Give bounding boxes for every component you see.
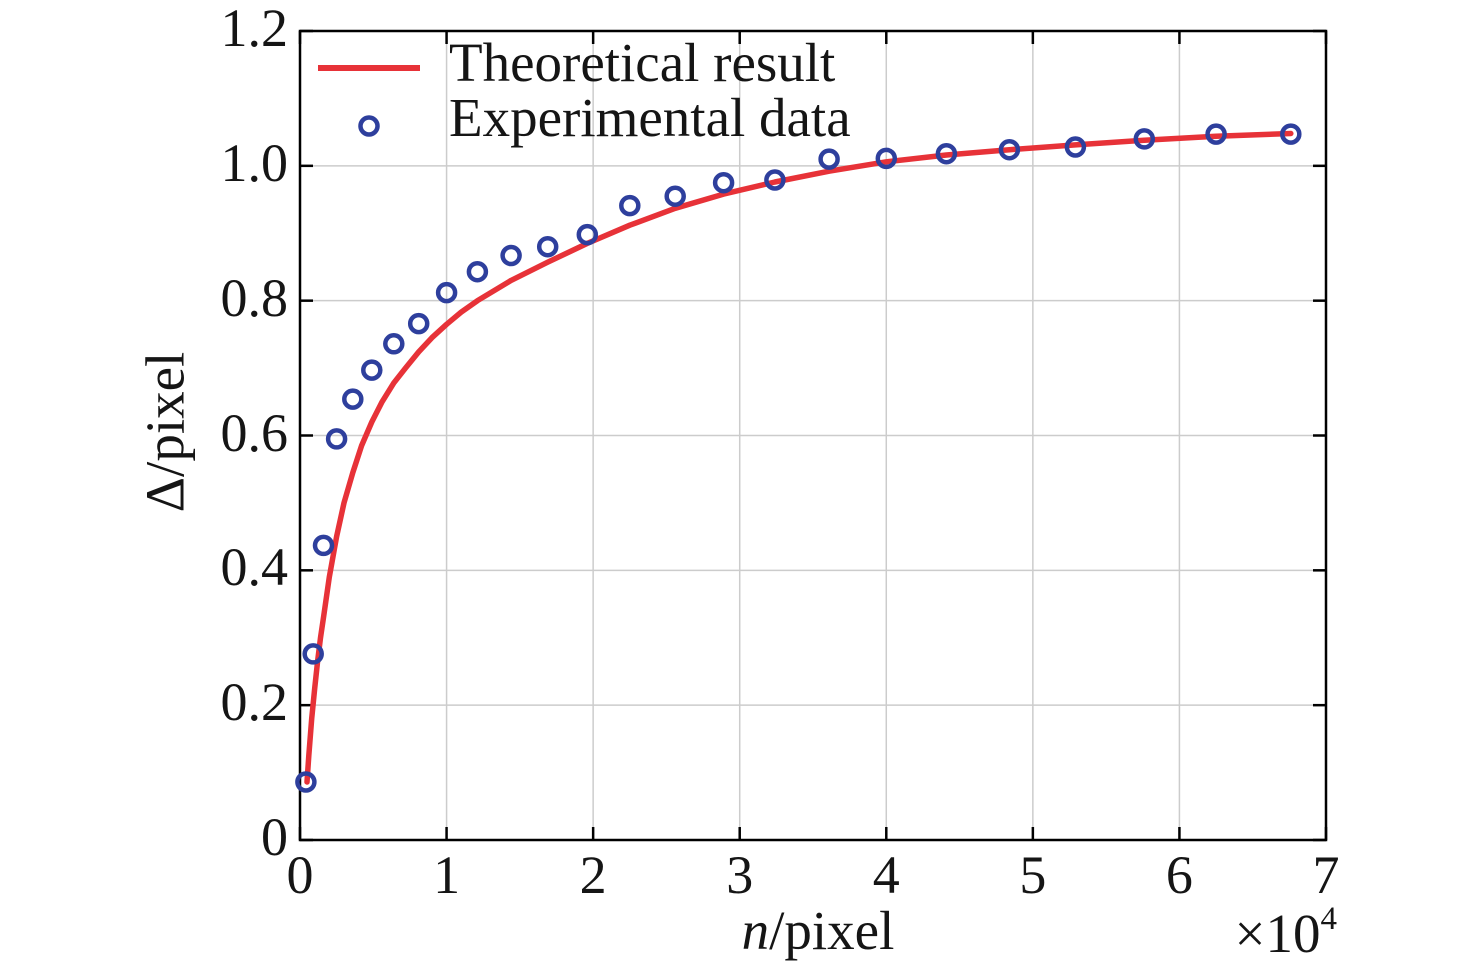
y-tick-label: 0.4	[220, 537, 289, 598]
y-tick-label: 1.0	[220, 132, 289, 193]
data-point-circle	[302, 643, 324, 665]
x-axis-multiplier-base: ×10	[1234, 903, 1321, 964]
data-point-circle	[712, 171, 735, 194]
legend-circle-marker	[358, 115, 380, 137]
x-tick-label: 6	[1165, 845, 1193, 905]
data-point-circle	[664, 185, 686, 207]
data-point-circle	[435, 281, 458, 304]
x-tick-label: 1	[433, 845, 461, 905]
y-tick-label: 1.2	[220, 0, 289, 58]
x-axis-label-variable: n	[741, 900, 770, 961]
data-point-circle	[1280, 123, 1302, 145]
data-point-circle	[312, 534, 335, 557]
x-tick-label: 7	[1312, 845, 1340, 905]
y-tick-label: 0.6	[220, 402, 289, 463]
data-point-circle	[466, 260, 489, 283]
theoretical-line	[304, 130, 1294, 785]
x-tick-label: 2	[579, 845, 607, 905]
y-tick-label: 0	[261, 807, 288, 867]
data-point-circle	[935, 142, 958, 165]
y-axis-label: Δ/pixel	[134, 351, 196, 513]
legend-label-theoretical: Theoretical result	[449, 32, 836, 93]
y-tick-label: 0.2	[220, 672, 289, 733]
data-point-circle	[361, 359, 383, 381]
data-point-circle	[342, 388, 364, 410]
x-axis-multiplier: ×104	[1234, 903, 1337, 964]
axis-box	[298, 29, 1328, 842]
data-point-circle	[295, 771, 317, 793]
x-axis-label: n/pixel	[742, 903, 895, 958]
data-point-circle	[536, 235, 559, 258]
legend-label-experimental: Experimental data	[449, 87, 851, 148]
data-point-circle	[764, 169, 786, 191]
data-point-circle	[325, 428, 348, 450]
data-point-circle	[1205, 123, 1227, 145]
data-point-circle	[818, 148, 840, 170]
x-tick-label: 3	[726, 845, 754, 905]
data-point-circle	[500, 244, 522, 267]
x-tick-label: 0	[286, 845, 314, 905]
x-axis-multiplier-exponent: 4	[1320, 901, 1338, 937]
x-tick-label: 5	[1019, 845, 1047, 905]
data-point-circle	[576, 223, 599, 246]
data-point-circle	[875, 147, 898, 170]
x-axis-label-unit: /pixel	[769, 900, 895, 961]
x-tick-label: 4	[872, 845, 900, 905]
data-point-circle	[1064, 136, 1087, 158]
data-point-circle	[998, 138, 1021, 161]
data-point-circle	[619, 194, 641, 217]
data-point-circle	[407, 312, 430, 335]
data-point-circle	[1133, 128, 1156, 150]
data-point-circle	[383, 333, 405, 355]
y-tick-label: 0.8	[220, 267, 289, 328]
